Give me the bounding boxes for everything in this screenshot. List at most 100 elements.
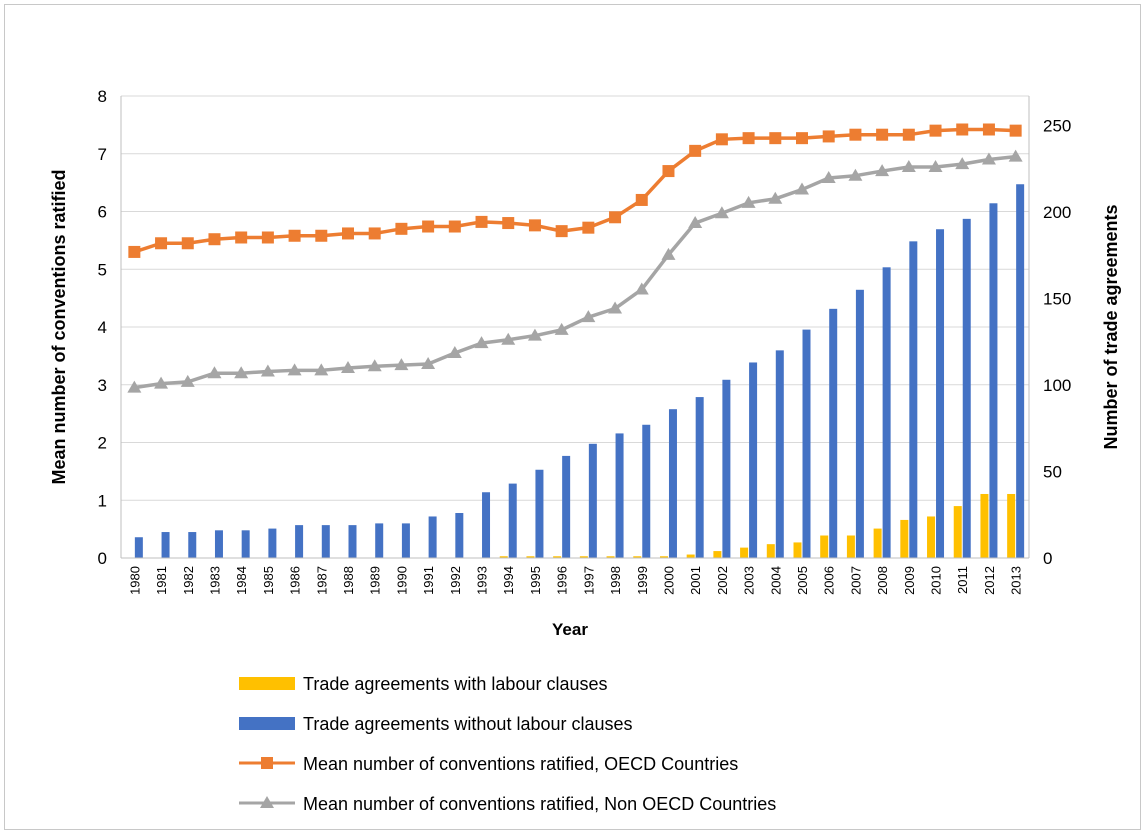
point-marker [796, 132, 808, 145]
x-tick-label: 1993 [475, 566, 490, 595]
point-marker [582, 221, 595, 234]
point-marker [127, 380, 142, 393]
x-tick-label: 1984 [234, 566, 249, 595]
x-tick-label: 2011 [955, 566, 970, 594]
bar [606, 556, 615, 558]
point-marker [474, 336, 489, 349]
legend-label: Mean number of conventions ratified, Non… [303, 794, 776, 814]
point-marker [955, 157, 970, 170]
x-tick-label: 2005 [795, 566, 810, 595]
right-tick-label: 250 [1043, 116, 1071, 135]
point-marker [394, 358, 409, 371]
point-marker [207, 366, 222, 379]
x-tick-label: 1996 [555, 566, 570, 595]
point-marker [929, 124, 942, 137]
point-marker [982, 123, 995, 136]
x-tick-label: 1985 [261, 566, 276, 595]
bar [659, 556, 668, 558]
point-marker [689, 144, 702, 157]
bar [953, 506, 962, 558]
bar [927, 516, 936, 558]
legend-marker [261, 757, 273, 769]
x-tick-label: 2006 [822, 566, 837, 595]
bar [909, 241, 918, 558]
bar [802, 329, 811, 558]
point-marker [1008, 149, 1023, 162]
point-marker [422, 220, 435, 233]
point-marker [314, 363, 329, 376]
point-marker [555, 225, 568, 238]
bar [241, 530, 250, 558]
bar [749, 362, 758, 558]
bar [900, 519, 909, 558]
legend-item: Trade agreements without labour clauses [239, 714, 633, 734]
bar [642, 424, 651, 558]
legend-label: Mean number of conventions ratified, OEC… [303, 754, 738, 774]
x-tick-label: 1988 [341, 566, 356, 595]
point-marker [447, 345, 462, 358]
series-line [134, 154, 1016, 390]
point-marker [261, 231, 274, 244]
bar [829, 308, 838, 558]
bar [980, 493, 989, 558]
bar [1016, 184, 1025, 558]
x-tick-label: 1992 [448, 566, 463, 595]
bar [455, 513, 464, 558]
bar [526, 556, 535, 558]
bar [268, 528, 277, 558]
x-tick-label: 2007 [848, 566, 863, 595]
bar [188, 532, 197, 558]
x-tick-label: 1999 [635, 566, 650, 595]
bar [295, 525, 304, 558]
bar [713, 551, 722, 558]
point-marker [341, 361, 355, 374]
bar [962, 218, 971, 558]
point-marker [634, 282, 649, 295]
bar [562, 455, 571, 558]
x-tick-label: 2001 [688, 566, 703, 595]
point-marker [901, 160, 916, 173]
point-marker [608, 301, 623, 314]
bar [375, 523, 384, 558]
point-marker [448, 220, 461, 233]
left-tick-label: 5 [98, 260, 107, 279]
series-line [133, 127, 1016, 254]
point-marker [315, 229, 328, 242]
point-marker [795, 182, 809, 195]
left-tick-label: 0 [98, 549, 107, 568]
point-marker [635, 193, 648, 206]
point-marker [288, 229, 301, 242]
bar [428, 516, 437, 558]
x-tick-label: 1997 [581, 566, 596, 595]
point-marker [581, 310, 596, 323]
point-marker [528, 219, 541, 232]
x-tick-label: 2008 [875, 566, 890, 595]
point-marker [367, 359, 382, 372]
point-marker [554, 322, 569, 335]
point-marker [821, 171, 836, 184]
bar [775, 350, 784, 558]
bar [348, 525, 357, 558]
point-marker [154, 376, 169, 389]
bar-series [134, 184, 1025, 559]
x-tick-label: 1982 [181, 566, 196, 595]
bar [989, 203, 998, 559]
point-marker [502, 217, 515, 230]
point-marker [661, 247, 676, 260]
line-series [127, 123, 1023, 393]
point-marker [849, 128, 862, 141]
bar [820, 535, 829, 558]
x-tick-label: 1995 [528, 566, 543, 595]
bar [1007, 493, 1016, 558]
legend-label: Trade agreements without labour clauses [303, 714, 633, 734]
x-tick-label: 2000 [661, 566, 676, 595]
point-marker [742, 132, 755, 145]
point-marker [368, 227, 381, 240]
x-tick-label: 1981 [154, 566, 169, 595]
point-marker [768, 191, 783, 204]
bar [321, 525, 330, 558]
legend: Trade agreements with labour clauses Trad… [239, 674, 776, 814]
point-marker [501, 332, 516, 345]
left-tick-label: 4 [98, 318, 107, 337]
